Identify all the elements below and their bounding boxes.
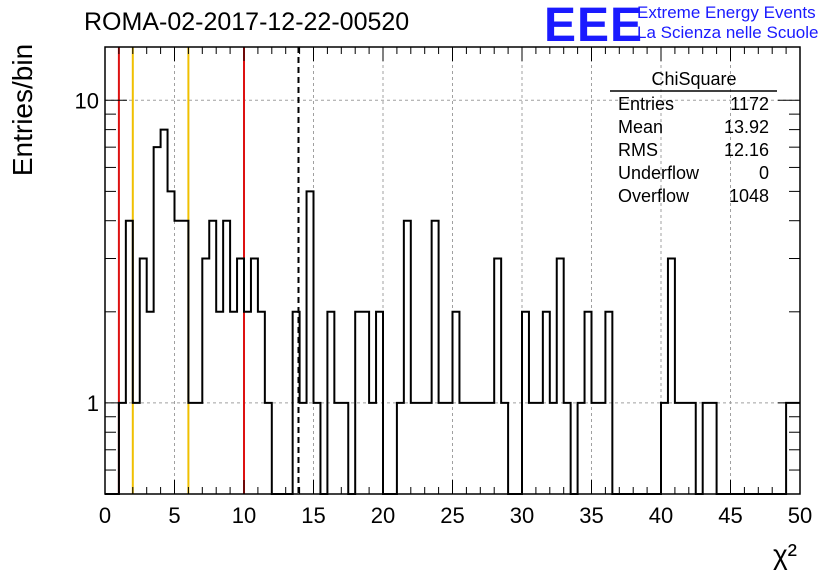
stats-label: Overflow	[618, 186, 690, 206]
x-axis-label: χ²	[773, 539, 797, 570]
x-tick-label: 5	[168, 503, 180, 528]
stats-label: Entries	[618, 94, 674, 114]
stats-value: 12.16	[724, 140, 769, 160]
run-title: ROMA-02-2017-12-22-00520	[84, 8, 410, 36]
stats-title: ChiSquare	[651, 69, 736, 89]
stats-value: 1048	[729, 186, 769, 206]
logo-line1: Extreme Energy Events	[637, 3, 816, 22]
eee-logo: EEE	[544, 0, 644, 52]
stats-box: ChiSquare Entries 1172 Mean 13.92 RMS 12…	[610, 69, 777, 206]
x-tick-label: 20	[371, 503, 395, 528]
x-tick-label: 30	[510, 503, 534, 528]
y-axis-label: Entries/bin	[7, 44, 38, 176]
plot-frame	[104, 46, 801, 495]
stats-label: RMS	[618, 140, 658, 160]
x-tick-label: 50	[788, 503, 812, 528]
stats-value: 0	[759, 163, 769, 183]
x-tick-label: 15	[301, 503, 325, 528]
stats-value: 13.92	[724, 117, 769, 137]
x-tick-label: 40	[649, 503, 673, 528]
y-tick-label: 10	[75, 88, 99, 113]
stats-label: Mean	[618, 117, 663, 137]
x-tick-label: 25	[440, 503, 464, 528]
stats-label: Underflow	[618, 163, 700, 183]
x-tick-label: 10	[232, 503, 256, 528]
y-tick-label: 1	[87, 391, 99, 416]
x-tick-label: 0	[99, 503, 111, 528]
axis-ticks: 0 5 10 15 20 25 30 35 40 45 50 1 10	[75, 47, 812, 528]
logo-line2: La Scienza nelle Scuole	[637, 23, 819, 42]
stats-value: 1172	[730, 94, 769, 114]
x-tick-label: 35	[579, 503, 603, 528]
x-tick-label: 45	[718, 503, 742, 528]
